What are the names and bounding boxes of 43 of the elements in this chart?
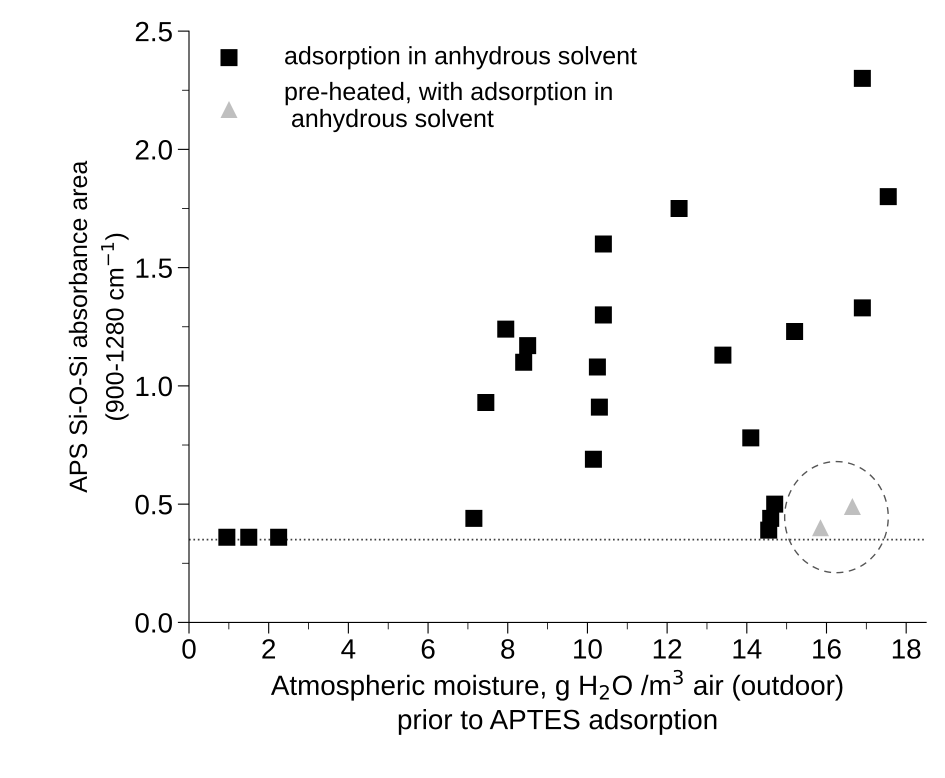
point xyxy=(880,188,897,206)
y-tick-label: 0.5 xyxy=(136,494,172,514)
point xyxy=(584,450,602,468)
legend-label: pre-heated, with adsorption in anhydrous solvent xyxy=(286,82,612,132)
point xyxy=(714,346,732,364)
x-tick-label: 12 xyxy=(654,639,682,658)
point xyxy=(270,528,288,546)
y-tick-label: 1.5 xyxy=(136,258,172,278)
point xyxy=(240,528,258,546)
point xyxy=(218,528,236,546)
point xyxy=(812,519,830,536)
point xyxy=(497,320,514,338)
point xyxy=(477,394,494,411)
x-tick-label: 6 xyxy=(422,639,435,659)
point xyxy=(844,498,861,516)
y-tick-label: 2.0 xyxy=(136,140,172,160)
x-tick-label: 16 xyxy=(813,639,841,659)
x-tick-label: 2 xyxy=(262,639,276,658)
y-tick-label: 2.5 xyxy=(136,22,172,42)
y-tick-label: 0.0 xyxy=(136,613,172,633)
point xyxy=(588,358,606,376)
x-tick-label: 0 xyxy=(182,639,196,659)
point xyxy=(760,522,778,539)
point xyxy=(465,510,482,527)
point xyxy=(515,354,532,371)
x-tick-label: 14 xyxy=(733,639,762,658)
y-axis-title: APS Si-O-Si absorbance area (900-1280 cm$^{−1}$) xyxy=(68,160,129,493)
point xyxy=(854,70,871,87)
x-tick-label: 18 xyxy=(892,639,920,659)
x-tick-label: 4 xyxy=(341,639,356,658)
x-tick-label: 10 xyxy=(574,639,602,659)
point xyxy=(519,337,536,354)
point xyxy=(590,398,608,416)
point xyxy=(854,299,871,316)
point xyxy=(670,200,688,218)
x-axis-title: Atmospheric moisture, g H$_{2}$O /m$^{3}$ air (outdoor) prior to APTES adsorption xyxy=(270,670,842,735)
point xyxy=(742,429,760,446)
x-tick-label: 8 xyxy=(501,639,514,659)
point xyxy=(786,322,804,340)
legend-label: adsorption in anhydrous solvent xyxy=(285,46,637,70)
y-tick-label: 1.0 xyxy=(136,376,172,396)
point xyxy=(594,306,612,324)
point xyxy=(594,235,612,252)
